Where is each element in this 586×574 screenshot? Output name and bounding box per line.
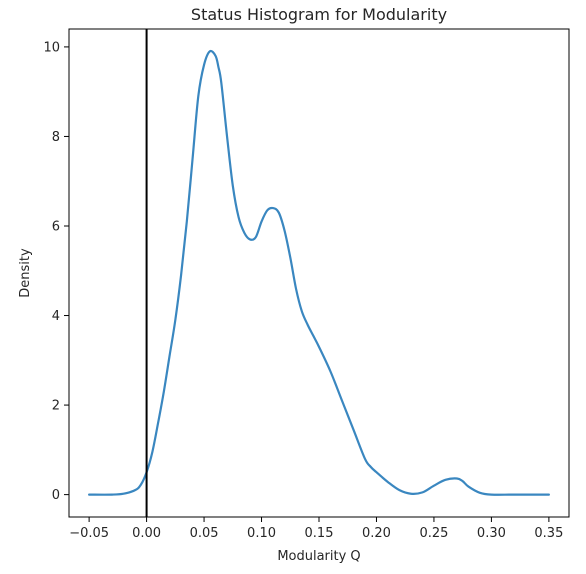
y-tick-label: 4 bbox=[52, 309, 60, 324]
x-tick-label: 0.20 bbox=[362, 526, 391, 541]
x-tick-label: 0.35 bbox=[534, 526, 563, 541]
y-tick-label: 8 bbox=[52, 130, 60, 145]
x-tick-label: 0.25 bbox=[419, 526, 448, 541]
y-axis: 0 2 4 6 8 10 bbox=[43, 40, 69, 503]
y-tick-label: 6 bbox=[52, 219, 60, 234]
x-axis: −0.05 0.00 0.05 0.10 0.15 0.20 0.25 0.30 0.35 bbox=[69, 517, 563, 541]
x-tick-label: 0.05 bbox=[190, 526, 219, 541]
x-tick-label: 0.00 bbox=[132, 526, 161, 541]
x-axis-label: Modularity Q bbox=[277, 549, 360, 564]
x-tick-label: 0.10 bbox=[247, 526, 276, 541]
x-tick-label: 0.15 bbox=[305, 526, 334, 541]
y-tick-label: 2 bbox=[52, 399, 60, 414]
density-curve bbox=[88, 49, 550, 496]
x-tick-label: −0.05 bbox=[69, 526, 109, 541]
y-tick-label: 10 bbox=[43, 40, 60, 55]
x-tick-label: 0.30 bbox=[477, 526, 506, 541]
chart-title: Status Histogram for Modularity bbox=[191, 5, 447, 24]
series-layer bbox=[88, 49, 550, 496]
y-tick-label: 0 bbox=[52, 488, 60, 503]
plot-area-frame bbox=[68, 28, 570, 518]
y-axis-label: Density bbox=[18, 248, 33, 298]
